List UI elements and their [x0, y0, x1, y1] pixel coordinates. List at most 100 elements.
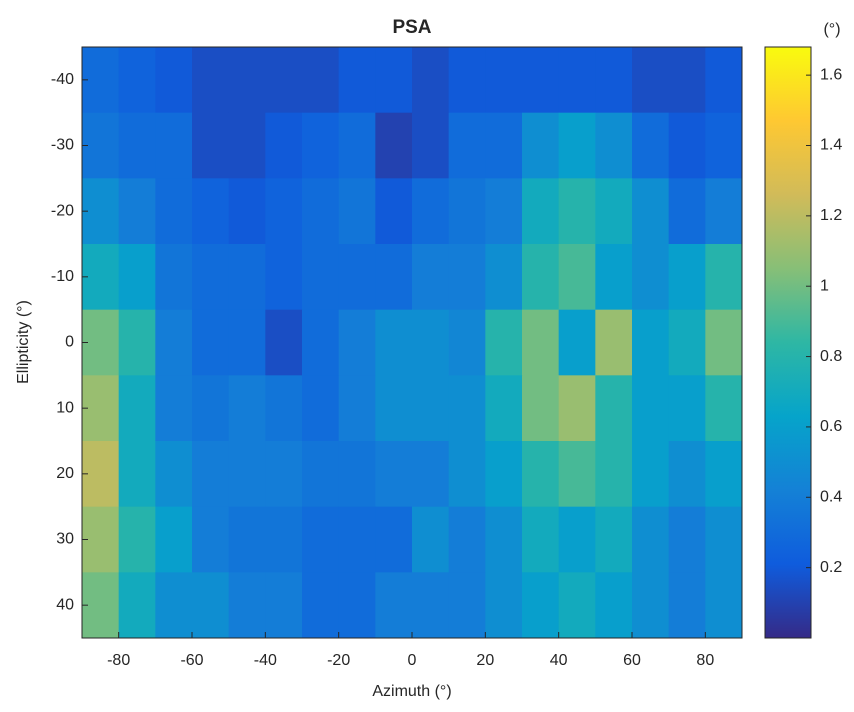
heatmap-cell [375, 112, 413, 179]
x-tick-label: -60 [180, 652, 203, 669]
heatmap-cell [485, 47, 523, 114]
heatmap-cell [338, 506, 376, 573]
heatmap-cell [448, 309, 486, 376]
heatmap-cell [338, 112, 376, 179]
heatmap-cell [668, 375, 706, 442]
heatmap-cell [228, 506, 266, 573]
y-tick-label: 30 [56, 531, 74, 548]
heatmap-cell [668, 309, 706, 376]
heatmap-cell [632, 572, 670, 639]
heatmap-cell [595, 178, 633, 245]
colorbar-tick-label: 0.2 [820, 559, 842, 576]
heatmap-cell [485, 506, 523, 573]
heatmap-cell [668, 572, 706, 639]
colorbar-tick-label: 1.2 [820, 207, 842, 224]
heatmap-cell [448, 441, 486, 508]
colorbar-tick-label: 1 [820, 277, 829, 294]
heatmap-cell [522, 112, 560, 179]
heatmap-cell [668, 244, 706, 311]
x-tick-label: -40 [254, 652, 277, 669]
heatmap-cell [448, 47, 486, 114]
heatmap-cell [522, 244, 560, 311]
heatmap-cell [192, 572, 230, 639]
x-tick-label: 60 [623, 652, 641, 669]
colorbar-tick-label: 1.6 [820, 66, 842, 83]
heatmap-cell [338, 47, 376, 114]
heatmap-cell [448, 375, 486, 442]
heatmap-cell [155, 506, 193, 573]
heatmap-cell [82, 309, 120, 376]
heatmap-cell [192, 375, 230, 442]
heatmap-cell [705, 244, 743, 311]
heatmap-cell [705, 309, 743, 376]
x-axis-label: Azimuth (°) [372, 683, 451, 700]
heatmap-cell [522, 375, 560, 442]
heatmap-cell [485, 112, 523, 179]
heatmap-cell [82, 572, 120, 639]
x-tick-label: -20 [327, 652, 350, 669]
heatmap-cell [228, 112, 266, 179]
heatmap-cell [338, 441, 376, 508]
heatmap-cell [265, 244, 303, 311]
heatmap-cell [265, 47, 303, 114]
heatmap-cell [705, 178, 743, 245]
x-tick-label: 0 [408, 652, 417, 669]
colorbar-tick-label: 0.4 [820, 489, 842, 506]
y-tick-label: -10 [51, 268, 74, 285]
heatmap-cell [302, 47, 340, 114]
chart-title: PSA [392, 17, 431, 38]
heatmap-cell [228, 309, 266, 376]
y-tick-label: -20 [51, 202, 74, 219]
heatmap-cell [265, 178, 303, 245]
colorbar-tick-label: 1.4 [820, 137, 842, 154]
heatmap-cell [595, 244, 633, 311]
colorbar-label: (°) [823, 21, 840, 38]
heatmap-cell [155, 572, 193, 639]
heatmap-cell [228, 178, 266, 245]
heatmap-cell [118, 506, 156, 573]
heatmap-cell [375, 572, 413, 639]
heatmap-cell [118, 441, 156, 508]
heatmap-cell [265, 506, 303, 573]
heatmap-cell [265, 572, 303, 639]
heatmap-cell [228, 572, 266, 639]
heatmap-cell [522, 47, 560, 114]
heatmap-cell [705, 506, 743, 573]
y-tick-label: 20 [56, 465, 74, 482]
heatmap-cell [412, 506, 450, 573]
heatmap-cell [118, 47, 156, 114]
heatmap-cell [228, 47, 266, 114]
heatmap-cell [302, 244, 340, 311]
heatmap-cell [155, 112, 193, 179]
heatmap-cell [522, 506, 560, 573]
heatmap-cell [155, 47, 193, 114]
heatmap-cell [668, 47, 706, 114]
x-tick-label: -80 [107, 652, 130, 669]
heatmap-cell [632, 309, 670, 376]
heatmap-cell [558, 178, 596, 245]
heatmap-cell [265, 309, 303, 376]
heatmap-cell [302, 112, 340, 179]
heatmap-cell [705, 112, 743, 179]
heatmap-cell [302, 572, 340, 639]
heatmap-cell [82, 375, 120, 442]
heatmap-cell [632, 506, 670, 573]
heatmap-cell [192, 506, 230, 573]
heatmap-cell [485, 572, 523, 639]
heatmap-cell [632, 178, 670, 245]
heatmap-cell [302, 506, 340, 573]
heatmap-cell [375, 375, 413, 442]
y-tick-label: -30 [51, 137, 74, 154]
heatmap-cell [558, 244, 596, 311]
colorbar-tick-label: 0.6 [820, 418, 842, 435]
heatmap-cell [705, 47, 743, 114]
heatmap-cell [228, 441, 266, 508]
heatmap-cell [228, 244, 266, 311]
heatmap-cell [338, 375, 376, 442]
heatmap-cell [558, 309, 596, 376]
heatmap-cell [412, 112, 450, 179]
heatmap-cell [558, 47, 596, 114]
heatmap-cell [448, 244, 486, 311]
x-tick-label: 80 [696, 652, 714, 669]
